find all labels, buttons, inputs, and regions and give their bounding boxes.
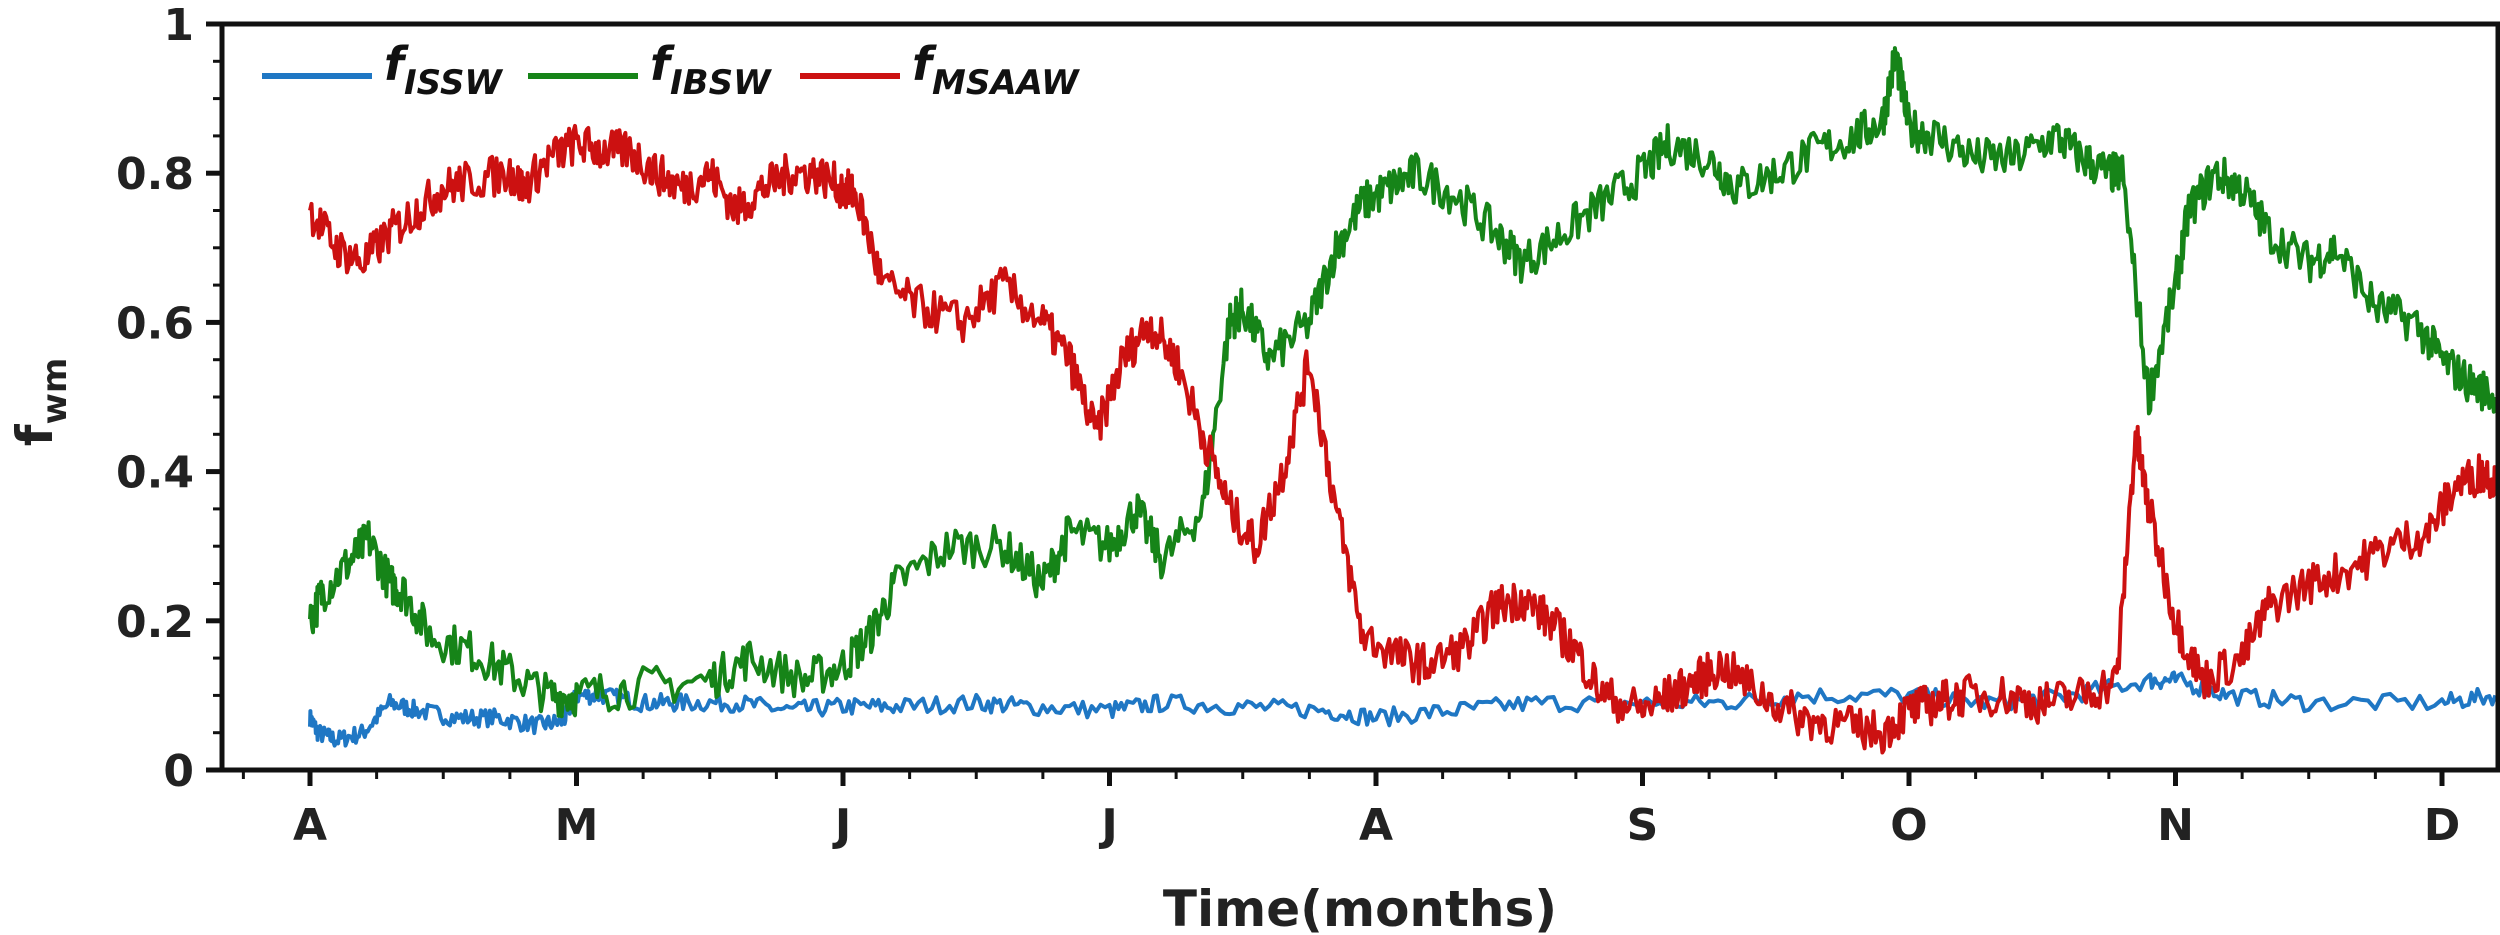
x-tick-label: D: [2424, 800, 2461, 851]
svg-text:fwm: fwm: [6, 358, 75, 447]
series-line-ibsw: [308, 46, 2498, 719]
plot-frame: [219, 21, 2500, 773]
x-tick-label: A: [1359, 800, 1393, 851]
svg-text:fIBSW: fIBSW: [650, 37, 772, 103]
x-tick-label: J: [1098, 800, 1117, 851]
y-tick-label: 1: [163, 0, 194, 51]
legend-label-issw-sub: ISSW: [404, 63, 503, 103]
legend-label-msaaw-sub: MSAAW: [932, 63, 1080, 103]
y-tick-label: 0: [163, 746, 194, 797]
x-tick-label: N: [2157, 800, 2194, 851]
legend: fISSW fIBSW fMSAAW: [262, 37, 1080, 103]
series-lines: [308, 46, 2498, 755]
x-tick-label: A: [293, 800, 327, 851]
x-tick-label: S: [1627, 800, 1659, 851]
svg-text:fMSAAW: fMSAAW: [912, 37, 1080, 103]
x-tick-label: M: [555, 800, 599, 851]
axis-ticks: 0 0.2 0.4 0.6 0.8 1 A M J J A S O N D: [116, 0, 2460, 851]
x-tick-label: O: [1890, 800, 1927, 851]
y-tick-label: 0.4: [116, 448, 194, 499]
y-tick-label: 0.6: [116, 298, 194, 349]
y-axis-label: fwm: [6, 358, 75, 447]
svg-text:fISSW: fISSW: [384, 37, 503, 103]
series-line-msaaw: [308, 123, 2498, 755]
y-axis-label-main: f: [6, 423, 64, 446]
y-tick-label: 0.8: [116, 149, 194, 200]
x-tick-label: J: [832, 800, 851, 851]
legend-label-ibsw-sub: IBSW: [670, 63, 772, 103]
x-axis-label: Time(months): [1163, 880, 1557, 935]
y-axis-label-sub: wm: [35, 358, 75, 425]
y-tick-label: 0.2: [116, 597, 194, 648]
